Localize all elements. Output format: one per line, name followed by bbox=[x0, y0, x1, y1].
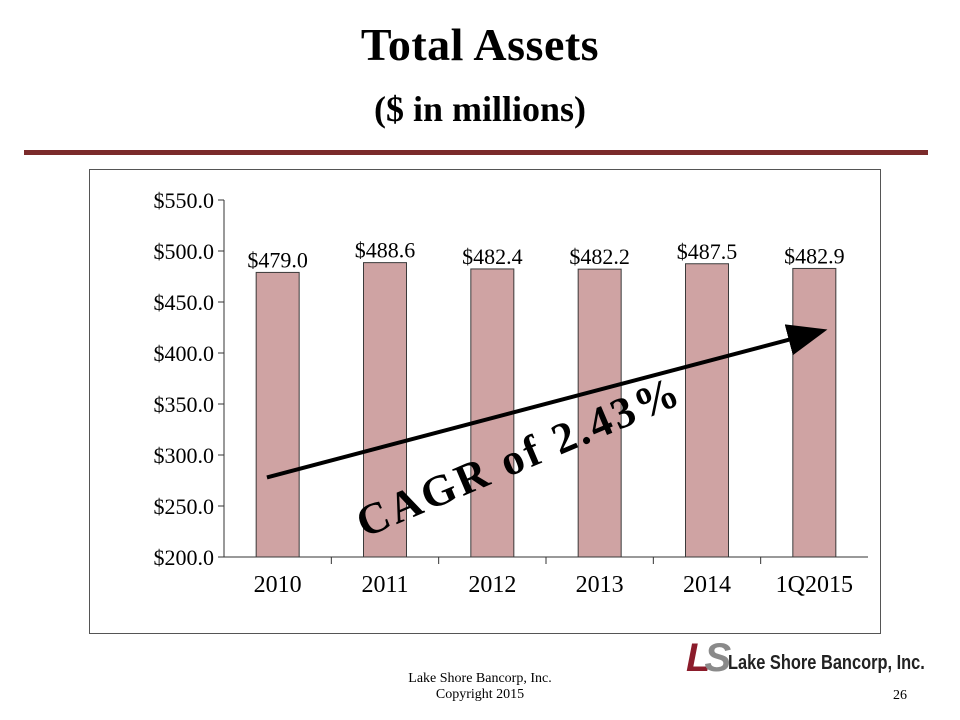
bar bbox=[685, 263, 729, 558]
bar bbox=[255, 271, 300, 558]
y-tick-label: $200.0 bbox=[154, 545, 215, 570]
y-tick-label: $250.0 bbox=[154, 494, 215, 519]
bar bbox=[363, 262, 407, 558]
data-label: $482.2 bbox=[569, 244, 630, 269]
logo-mark-s: S bbox=[704, 636, 731, 680]
total-assets-bar-chart: $200.0 $250.0 $300.0 $350.0 $400.0 $450.0 $500… bbox=[154, 188, 868, 598]
y-tick-label: $400.0 bbox=[154, 341, 215, 366]
footer-copyright: Copyright 2015 bbox=[435, 687, 525, 702]
y-tick-label: $300.0 bbox=[154, 443, 215, 468]
logo-mark-icon: LS bbox=[686, 636, 731, 681]
title-divider bbox=[24, 150, 928, 155]
bar bbox=[577, 268, 622, 558]
data-label: $488.6 bbox=[355, 238, 416, 263]
footer-company: Lake Shore Bancorp, Inc. Copyright 2015 bbox=[330, 671, 630, 703]
data-label: $482.9 bbox=[784, 243, 845, 268]
slide-subtitle: ($ in millions) bbox=[373, 89, 587, 129]
company-logo: LS Lake Shore Bancorp, Inc. bbox=[686, 636, 925, 682]
chart-frame: $200.0 $250.0 $300.0 $350.0 $400.0 $450.0 $500… bbox=[89, 169, 881, 634]
data-label: $487.5 bbox=[677, 239, 738, 264]
bar bbox=[792, 267, 837, 558]
cagr-arrow bbox=[266, 324, 828, 480]
x-tick-label: 2012 bbox=[468, 572, 516, 598]
data-label: $482.4 bbox=[462, 244, 523, 269]
y-tick-label: $500.0 bbox=[154, 239, 215, 264]
x-tick-label: 2013 bbox=[576, 572, 624, 598]
x-tick-label: 2010 bbox=[254, 572, 302, 598]
x-tick-label: 1Q2015 bbox=[776, 572, 853, 598]
x-tick-label: 2014 bbox=[683, 572, 731, 598]
data-label: $479.0 bbox=[247, 247, 308, 272]
y-tick-label: $450.0 bbox=[154, 290, 215, 315]
x-tick-label: 2011 bbox=[361, 572, 408, 598]
y-tick-label: $550.0 bbox=[154, 188, 215, 213]
footer-company-name: Lake Shore Bancorp, Inc. bbox=[408, 671, 552, 686]
slide-title: Total Assets bbox=[360, 19, 600, 70]
logo-mark-l: L bbox=[686, 636, 711, 680]
y-tick-label: $350.0 bbox=[154, 392, 215, 417]
logo-text: Lake Shore Bancorp, Inc. bbox=[728, 652, 925, 674]
page-number: 26 bbox=[893, 688, 907, 703]
